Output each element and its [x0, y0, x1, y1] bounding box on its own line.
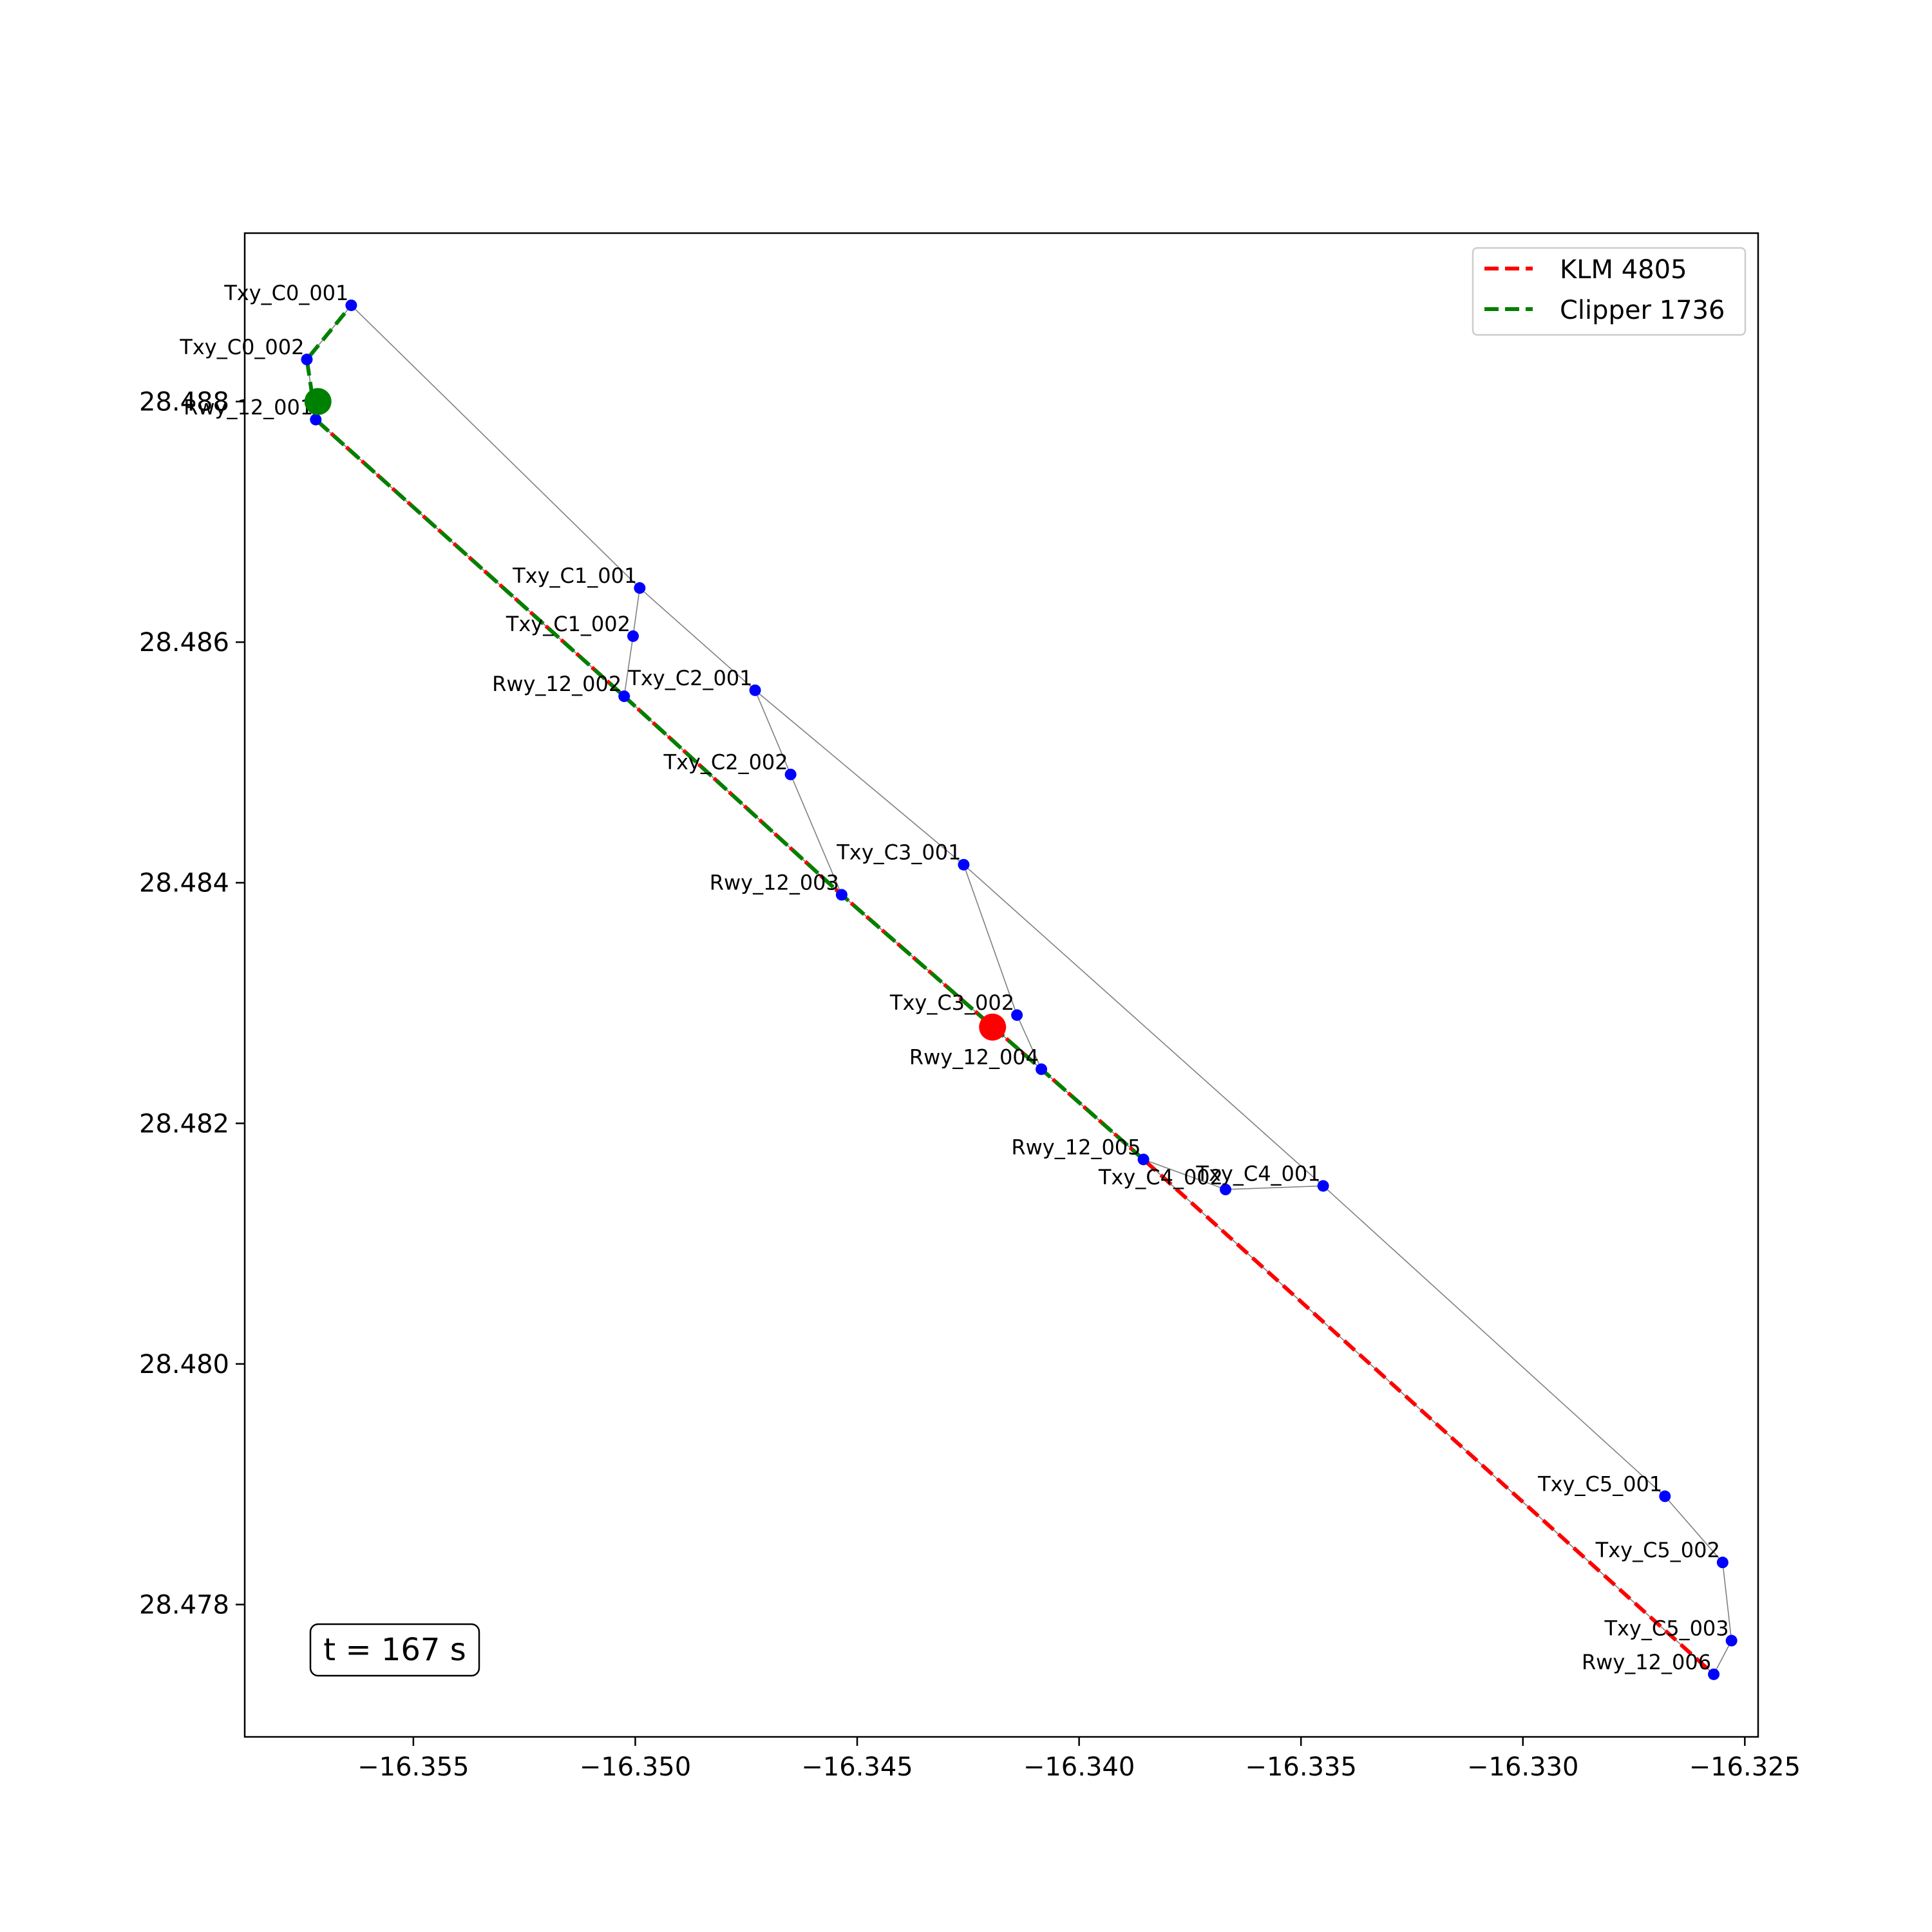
node-txy-c5-003 [1725, 1634, 1738, 1647]
node-txy-c1-001 [634, 582, 646, 594]
node-txy-c0-002 [301, 354, 313, 366]
x-tick-label: −16.335 [1245, 1752, 1356, 1782]
node-rwy-12-002 [618, 690, 630, 703]
plot-frame [243, 232, 1759, 1738]
node-label-txy-c3-001: Txy_C3_001 [836, 840, 961, 865]
legend-box [1472, 247, 1747, 336]
node-rwy-12-005 [1137, 1153, 1150, 1166]
y-tick-label: 28.488 [139, 388, 229, 417]
node-rwy-12-004 [1036, 1063, 1048, 1075]
node-label-rwy-12-001: Rwy_12_001 [184, 395, 313, 420]
y-tick-label: 28.480 [139, 1350, 229, 1379]
x-tick-label: −16.330 [1467, 1752, 1578, 1782]
node-label-txy-c5-003: Txy_C5_003 [1604, 1616, 1728, 1641]
aircraft-marker-clipper-1736 [304, 388, 332, 415]
node-txy-c4-002 [1220, 1184, 1232, 1196]
edge-txy-c2-001-txy-c3-001 [755, 690, 964, 866]
edge-txy-c0-001-txy-c1-001 [350, 305, 640, 589]
legend: KLM 4805 Clipper 1736 [1472, 247, 1747, 336]
edge-txy-c1-002-rwy-12-002 [623, 636, 634, 697]
edge-txy-c4-002-txy-c4-001 [1225, 1185, 1323, 1190]
node-label-txy-c5-002: Txy_C5_002 [1595, 1538, 1720, 1562]
node-label-rwy-12-006: Rwy_12_006 [1582, 1650, 1711, 1674]
edge-txy-c3-001-txy-c4-001 [963, 864, 1324, 1187]
x-axis-ticks: −16.355 −16.350 −16.345 −16.340 −16.335 −16.3… [357, 1737, 1801, 1782]
y-axis-ticks: 28.478 28.480 28.482 28.484 28.486 28.488 [139, 388, 245, 1620]
edge-txy-c5-001-txy-c5-002 [1664, 1495, 1723, 1563]
aircraft-positions [304, 388, 1007, 1041]
y-tick-label: 28.484 [139, 869, 229, 898]
edge-txy-c1-001-txy-c1-002 [632, 587, 641, 636]
x-tick-label: −16.350 [580, 1752, 691, 1782]
legend-label-clipper: Clipper 1736 [1560, 296, 1725, 325]
node-label-txy-c4-002: Txy_C4_002 [1098, 1165, 1223, 1189]
node-txy-c0-001 [345, 299, 357, 312]
node-label-txy-c1-001: Txy_C1_001 [512, 564, 637, 588]
time-annotation: t = 167 s [309, 1623, 480, 1677]
time-annotation-text: t = 167 s [323, 1632, 466, 1668]
node-rwy-12-006 [1708, 1668, 1720, 1680]
node-txy-c3-001 [958, 858, 970, 871]
x-tick-label: −16.340 [1023, 1752, 1135, 1782]
aircraft-marker-klm-4805 [979, 1013, 1007, 1041]
node-label-rwy-12-002: Rwy_12_002 [492, 672, 621, 696]
y-tick-label: 28.486 [139, 628, 229, 658]
node-label-rwy-12-003: Rwy_12_003 [710, 870, 839, 895]
node-txy-c2-001 [749, 684, 761, 696]
route-klm-4805 [314, 418, 1716, 1676]
edge-txy-c3-001-txy-c3-002 [963, 864, 1018, 1016]
node-label-txy-c0-002: Txy_C0_002 [179, 335, 304, 359]
node-label-txy-c2-001: Txy_C2_001 [627, 666, 752, 690]
node-txy-c5-001 [1659, 1490, 1671, 1502]
legend-label-klm: KLM 4805 [1560, 255, 1687, 285]
y-tick-label: 28.478 [139, 1591, 229, 1620]
x-tick-label: −16.355 [357, 1752, 469, 1782]
node-rwy-12-003 [835, 889, 848, 901]
node-label-txy-c1-002: Txy_C1_002 [506, 612, 630, 636]
x-tick-label: −16.325 [1689, 1752, 1801, 1782]
node-label-txy-c3-002: Txy_C3_002 [889, 990, 1014, 1015]
edge-txy-c5-002-txy-c5-003 [1722, 1562, 1732, 1641]
node-txy-c3-002 [1011, 1009, 1023, 1021]
node-label-txy-c4-001: Txy_C4_001 [1195, 1161, 1320, 1186]
edge-txy-c1-001-txy-c2-001 [639, 587, 756, 691]
node-label-rwy-12-004: Rwy_12_004 [909, 1045, 1039, 1069]
node-label-rwy-12-005: Rwy_12_005 [1011, 1135, 1141, 1159]
node-txy-c5-002 [1716, 1557, 1728, 1569]
node-labels: Txy_C0_001 Txy_C0_002 Rwy_12_001 Txy_C1_001… [179, 281, 1728, 1674]
node-label-txy-c5-001: Txy_C5_001 [1537, 1472, 1662, 1496]
node-txy-c2-002 [784, 768, 797, 781]
node-txy-c1-002 [627, 630, 639, 642]
time-annotation-box [309, 1623, 480, 1677]
edge-txy-c5-003-rwy-12-006 [1713, 1640, 1732, 1675]
y-tick-label: 28.482 [139, 1109, 229, 1139]
edge-txy-c2-002-rwy-12-003 [790, 774, 842, 895]
edge-txy-c3-002-rwy-12-004 [1016, 1014, 1042, 1070]
node-label-txy-c0-001: Txy_C0_001 [223, 281, 348, 305]
x-tick-label: −16.345 [801, 1752, 913, 1782]
node-txy-c4-001 [1317, 1180, 1329, 1192]
node-label-txy-c2-002: Txy_C2_002 [663, 750, 788, 775]
edge-txy-c2-001-txy-c2-002 [754, 690, 791, 775]
edge-txy-c4-001-txy-c5-001 [1323, 1185, 1665, 1497]
graph-nodes [301, 299, 1738, 1680]
node-rwy-12-001 [310, 413, 322, 426]
edge-rwy-12-005-txy-c4-002 [1143, 1159, 1226, 1190]
